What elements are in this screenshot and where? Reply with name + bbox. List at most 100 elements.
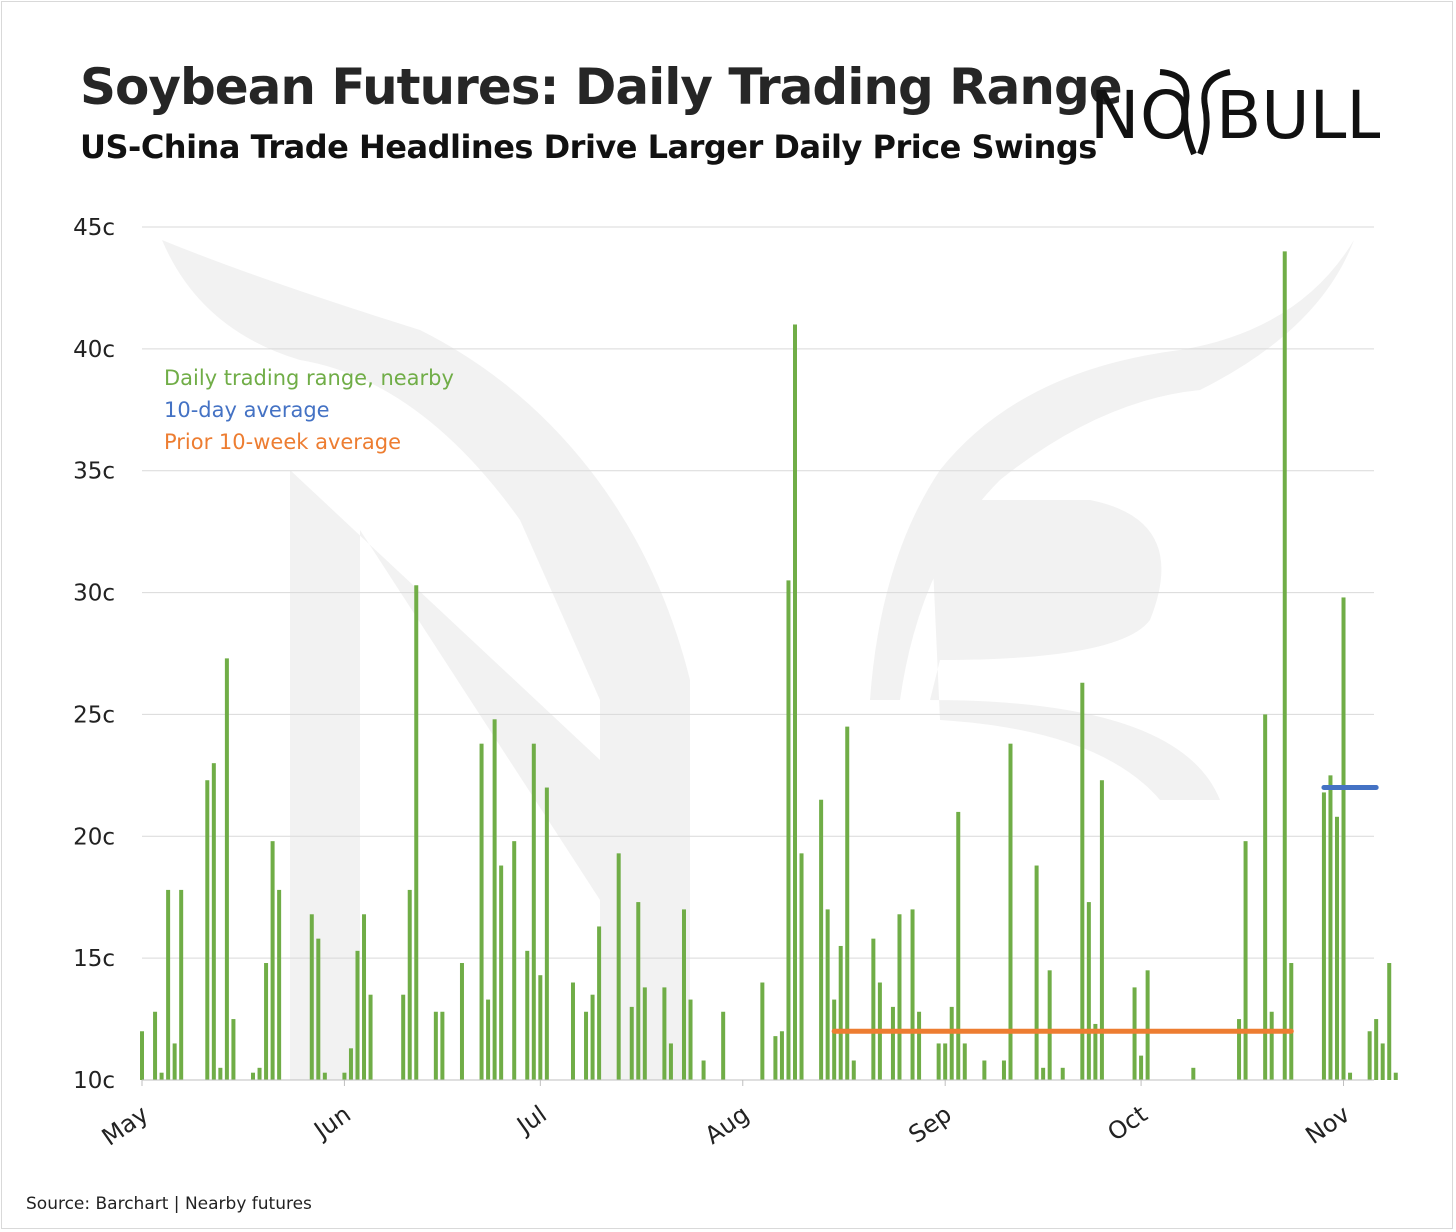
chart-subtitle: US-China Trade Headlines Drive Larger Da…: [80, 128, 1097, 166]
range-bar: [401, 994, 406, 1080]
x-tick-label: May: [97, 1100, 154, 1151]
range-bar: [538, 975, 543, 1080]
range-bar: [760, 982, 765, 1080]
y-tick-label: 35c: [73, 459, 115, 485]
y-tick-label: 10c: [73, 1068, 115, 1094]
range-bar: [799, 853, 804, 1080]
x-tick-label: Sep: [904, 1100, 957, 1149]
range-bar: [231, 1019, 236, 1080]
range-bar: [936, 1043, 941, 1080]
y-tick-label: 45c: [73, 215, 115, 241]
range-bar: [1269, 1011, 1274, 1080]
range-bar: [793, 324, 797, 1080]
range-bar: [414, 585, 419, 1080]
range-bar: [890, 1006, 895, 1080]
watermark-left-horn: [162, 240, 690, 1080]
range-bar: [662, 987, 667, 1080]
range-bar: [531, 743, 536, 1080]
y-tick-label: 30c: [73, 581, 115, 607]
range-bar: [1321, 792, 1326, 1080]
range-bar: [322, 1072, 327, 1080]
range-bar: [459, 963, 464, 1080]
range-bar: [486, 999, 491, 1080]
y-tick-label: 40c: [73, 337, 115, 363]
range-bar: [407, 889, 412, 1080]
range-bar: [512, 841, 517, 1080]
no-bull-logo: N O BULL: [1090, 69, 1380, 156]
watermark-logo: [162, 240, 1354, 1080]
y-tick-label: 15c: [73, 946, 115, 972]
range-bar: [819, 799, 824, 1080]
range-bar: [342, 1072, 347, 1080]
range-bar: [597, 926, 602, 1080]
logo-text-bull: BULL: [1216, 77, 1380, 154]
range-bar: [616, 853, 621, 1080]
range-bar: [1263, 714, 1268, 1080]
range-bar: [584, 1011, 589, 1080]
range-bar: [440, 1011, 445, 1080]
range-bar: [962, 1043, 967, 1080]
range-bar: [688, 999, 693, 1080]
range-bar: [1093, 1023, 1098, 1080]
range-bar: [362, 914, 367, 1080]
x-tick-label: Jul: [510, 1100, 551, 1141]
range-bar: [368, 994, 373, 1080]
range-bar: [1243, 841, 1248, 1080]
range-bar: [544, 787, 549, 1080]
range-bar: [1328, 775, 1333, 1080]
range-bar: [1047, 970, 1052, 1080]
source-note: Source: Barchart | Nearby futures: [26, 1194, 312, 1214]
range-bar: [871, 938, 876, 1080]
range-bar: [636, 902, 641, 1080]
range-bar: [1008, 743, 1013, 1080]
y-tick-label: 25c: [73, 702, 115, 728]
range-bar: [264, 963, 269, 1080]
chart-title: Soybean Futures: Daily Trading Range: [80, 58, 1123, 116]
range-bar: [1341, 597, 1346, 1080]
range-bar: [270, 841, 275, 1080]
range-bar: [1334, 816, 1339, 1080]
range-bar: [1380, 1043, 1385, 1080]
range-bar: [721, 1011, 726, 1080]
range-bar: [982, 1060, 987, 1080]
range-bar: [917, 1011, 922, 1080]
range-bar: [433, 1011, 438, 1080]
range-bar: [910, 909, 915, 1080]
range-bar: [1086, 902, 1091, 1080]
range-bar: [1034, 865, 1039, 1080]
range-bar: [590, 994, 595, 1080]
watermark-right-horn: [870, 240, 1354, 700]
range-bar: [277, 889, 282, 1080]
range-bar: [845, 726, 850, 1080]
range-bar: [153, 1011, 158, 1080]
x-tick-label: Nov: [1301, 1100, 1355, 1150]
range-bar: [140, 1031, 144, 1080]
range-bar: [479, 743, 484, 1080]
range-bar: [1374, 1019, 1379, 1080]
range-bar: [224, 658, 229, 1080]
range-bar: [159, 1072, 164, 1080]
range-bar: [851, 1060, 856, 1080]
range-bar: [1387, 963, 1392, 1080]
range-bar: [642, 987, 647, 1080]
range-bar: [681, 909, 686, 1080]
range-bar: [1001, 1060, 1006, 1080]
range-bar: [251, 1072, 256, 1080]
range-bar: [949, 1006, 954, 1080]
range-bar: [1393, 1072, 1398, 1080]
range-bar: [1367, 1031, 1372, 1080]
range-bar: [166, 889, 171, 1080]
range-bar: [1348, 1072, 1353, 1080]
range-bar: [525, 950, 530, 1080]
range-bar: [897, 914, 902, 1080]
legend-prior: Prior 10-week average: [164, 430, 402, 454]
range-bar: [316, 938, 321, 1080]
range-bar: [668, 1043, 673, 1080]
logo-horn-left: [1159, 69, 1197, 156]
range-bar: [309, 914, 314, 1080]
range-bar: [779, 1031, 784, 1080]
range-bar: [348, 1048, 353, 1080]
range-bar: [838, 945, 843, 1080]
range-bar: [205, 780, 210, 1080]
